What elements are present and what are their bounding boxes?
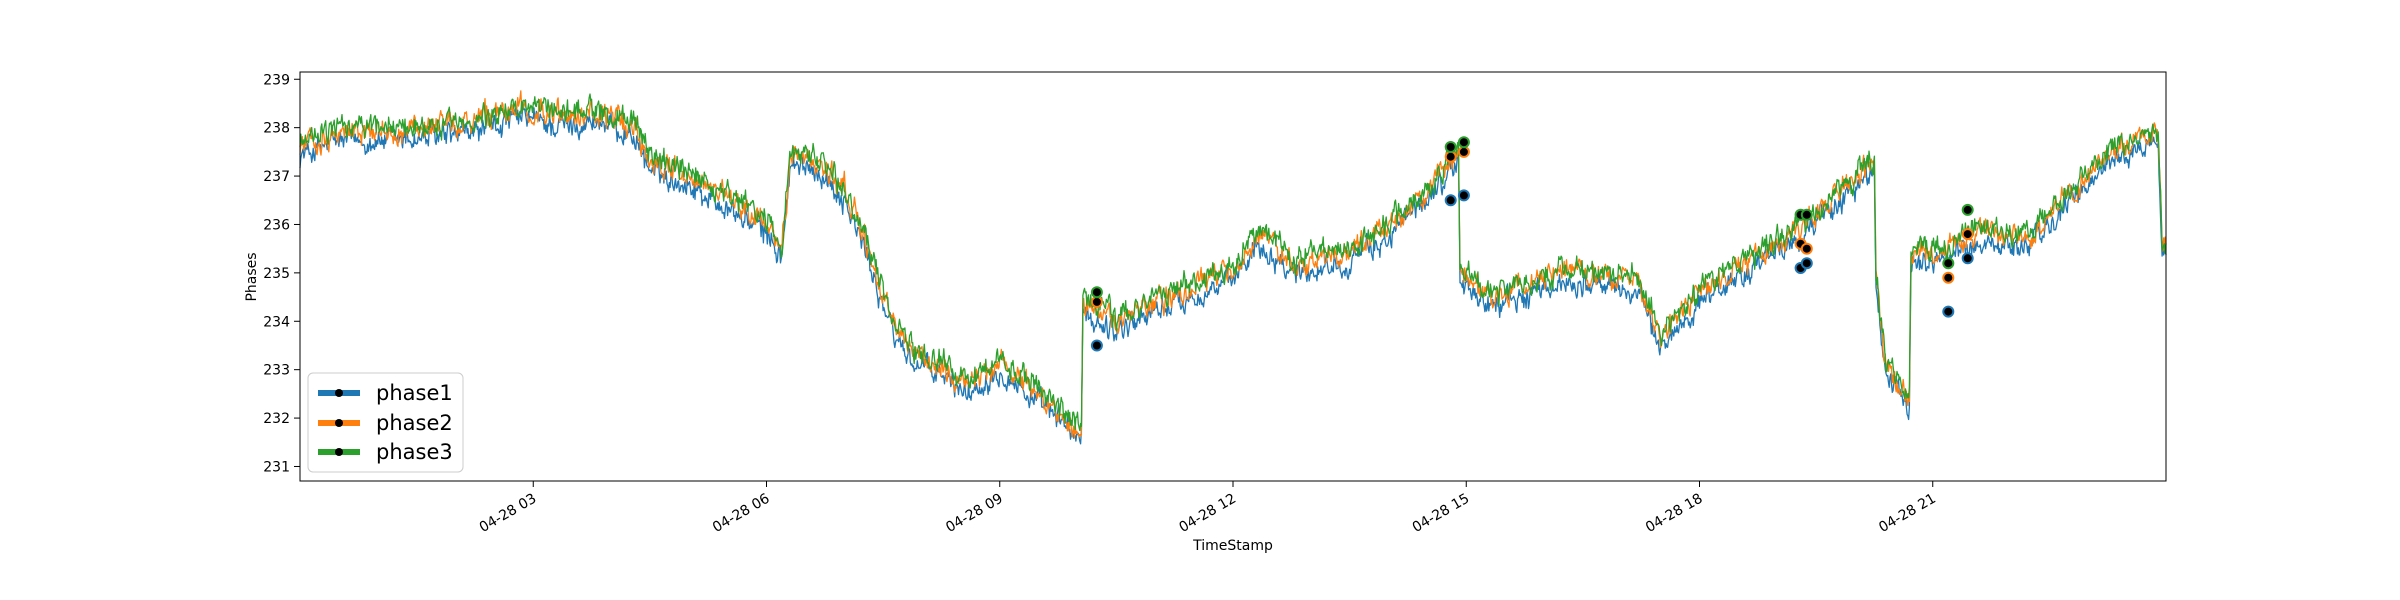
legend-item-phase2: phase2 bbox=[318, 411, 453, 435]
x-axis: 04-28 03 04-28 06 04-28 09 04-28 12 04-28 15… bbox=[477, 481, 1939, 536]
legend-item-phase1: phase1 bbox=[318, 381, 453, 405]
data-marker-phase1-1 bbox=[1444, 194, 1457, 207]
legend-item-phase3: phase3 bbox=[318, 440, 453, 464]
series-line-phase3 bbox=[299, 93, 2167, 432]
x-tick-label: 04-28 03 bbox=[477, 491, 540, 536]
y-tick-label: 233 bbox=[263, 363, 290, 379]
data-marker-phase3-2 bbox=[1457, 136, 1470, 149]
data-marker-phase1-0 bbox=[1090, 339, 1103, 352]
data-marker-phase2-2 bbox=[1457, 145, 1470, 158]
data-marker-phase2-6 bbox=[1961, 228, 1974, 241]
data-marker-phase3-5 bbox=[1942, 257, 1955, 270]
x-axis-label: TimeStamp bbox=[1192, 538, 1273, 554]
data-marker-phase2-4 bbox=[1800, 242, 1813, 255]
legend-label-phase2: phase2 bbox=[376, 411, 453, 435]
y-tick-label: 235 bbox=[263, 266, 290, 282]
data-marker-phase1-6 bbox=[1961, 252, 1974, 265]
y-axis: 231 232 233 234 235 236 237 238 239 bbox=[263, 72, 300, 475]
x-tick-label: 04-28 21 bbox=[1876, 491, 1939, 536]
data-marker-phase3-6 bbox=[1961, 203, 1974, 216]
data-marker-phase3-0 bbox=[1090, 286, 1103, 299]
data-marker-phase1-4 bbox=[1800, 257, 1813, 270]
data-marker-phase1-2 bbox=[1457, 189, 1470, 202]
legend-marker-phase1 bbox=[335, 389, 343, 397]
legend: phase1 phase2 phase3 bbox=[307, 372, 464, 473]
data-marker-phase1-5 bbox=[1942, 305, 1955, 318]
y-tick-label: 232 bbox=[263, 411, 290, 427]
x-tick-label: 04-28 18 bbox=[1643, 491, 1706, 536]
legend-marker-phase3 bbox=[335, 448, 343, 456]
data-marker-phase2-0 bbox=[1090, 295, 1103, 308]
legend-label-phase1: phase1 bbox=[376, 381, 453, 405]
y-tick-label: 236 bbox=[263, 217, 290, 233]
x-tick-label: 04-28 06 bbox=[710, 491, 773, 536]
data-marker-phase2-1 bbox=[1444, 150, 1457, 163]
x-tick-label: 04-28 09 bbox=[943, 491, 1006, 536]
marker-layer bbox=[1090, 136, 1974, 352]
y-tick-label: 234 bbox=[263, 314, 290, 330]
legend-marker-phase2 bbox=[335, 419, 343, 427]
x-tick-label: 04-28 15 bbox=[1410, 491, 1473, 536]
data-marker-phase3-1 bbox=[1444, 141, 1457, 153]
y-tick-label: 238 bbox=[263, 121, 290, 137]
y-tick-label: 239 bbox=[263, 72, 290, 88]
y-tick-label: 231 bbox=[263, 459, 290, 475]
legend-label-phase3: phase3 bbox=[376, 440, 453, 464]
legend-box bbox=[307, 372, 464, 473]
data-marker-phase3-4 bbox=[1800, 208, 1813, 221]
data-marker-phase2-5 bbox=[1942, 271, 1955, 284]
series-layer bbox=[299, 90, 2167, 445]
y-tick-label: 237 bbox=[263, 169, 290, 185]
x-tick-label: 04-28 12 bbox=[1176, 491, 1239, 536]
series-line-phase1 bbox=[299, 104, 2167, 445]
y-axis-label: Phases bbox=[244, 252, 260, 301]
